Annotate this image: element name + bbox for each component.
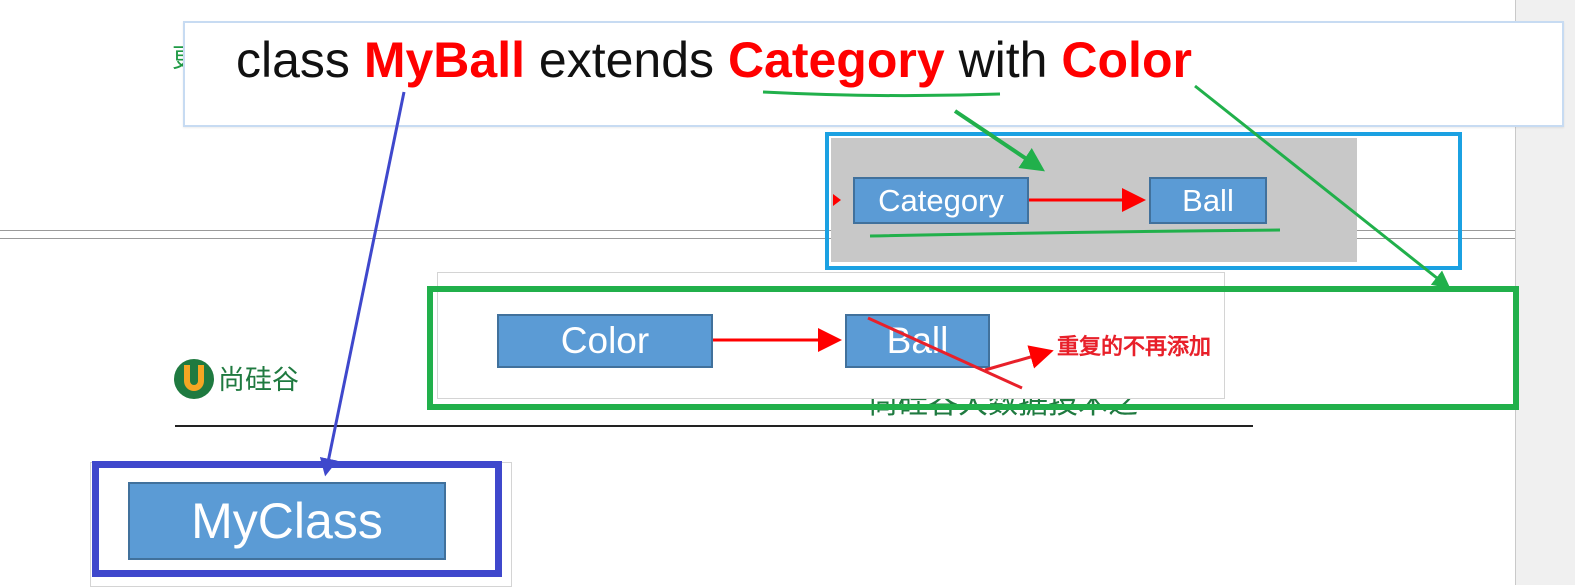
- code-line: class MyBall extends Category with Color: [236, 30, 1192, 90]
- page-divider: [0, 238, 1515, 239]
- color-class-box: Color: [497, 314, 713, 368]
- keyword-with: with: [958, 32, 1048, 88]
- myclass-box: MyClass: [128, 482, 446, 560]
- class-name-color: Color: [1061, 32, 1192, 88]
- category-class-box: Category: [853, 177, 1029, 224]
- class-name-myball: MyBall: [363, 32, 525, 88]
- duplicate-note: 重复的不再添加: [1057, 335, 1212, 360]
- logo-text: 尚硅谷: [218, 364, 299, 396]
- arrow-myball-to-myclass: [319, 91, 406, 477]
- myclass-highlight-frame: [92, 461, 502, 577]
- page-divider: [0, 230, 1515, 231]
- slide-footer-line: [175, 425, 1253, 427]
- category-highlight-frame: [825, 132, 1462, 270]
- logo: 尚硅谷: [172, 352, 299, 402]
- keyword-extends: extends: [538, 32, 715, 88]
- logo-icon: [172, 353, 216, 401]
- class-name-category: Category: [727, 32, 945, 88]
- keyword-class: class: [236, 32, 350, 88]
- color-highlight-frame: [427, 286, 1519, 410]
